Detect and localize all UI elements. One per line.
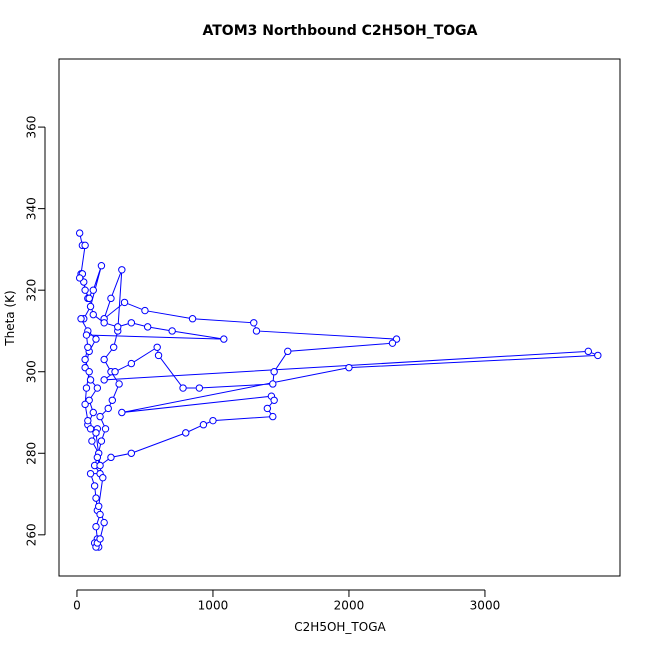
data-point — [93, 453, 102, 462]
data-point — [81, 355, 89, 364]
data-point — [92, 522, 100, 531]
x-tick-label: 0 — [73, 599, 81, 613]
data-point — [111, 368, 119, 376]
data-point — [154, 351, 163, 360]
data-point — [89, 286, 97, 294]
data-point — [97, 262, 106, 270]
data-point — [388, 339, 397, 347]
data-point — [88, 437, 96, 445]
data-point — [250, 319, 258, 327]
data-point — [270, 396, 278, 404]
data-point — [95, 502, 103, 510]
y-tick-label: 300 — [25, 360, 39, 383]
data-point — [118, 408, 126, 417]
data-point — [77, 315, 85, 323]
data-point — [220, 335, 228, 343]
data-point — [90, 482, 99, 490]
data-point — [284, 347, 292, 356]
data-point — [96, 412, 104, 421]
data-point — [109, 343, 118, 351]
data-point — [100, 518, 108, 527]
data-point — [99, 474, 107, 482]
data-point — [92, 494, 100, 502]
data-point — [107, 453, 115, 462]
y-axis-label: Theta (K) — [3, 290, 17, 346]
y-tick-label: 280 — [25, 442, 39, 465]
data-point — [120, 298, 129, 307]
plot-frame — [58, 58, 621, 577]
data-point — [86, 425, 95, 433]
data-point — [127, 319, 136, 327]
data-point — [108, 396, 117, 404]
data-point — [100, 355, 108, 364]
y-tick-label: 260 — [25, 523, 39, 546]
data-point — [269, 412, 277, 421]
data-point — [85, 294, 93, 303]
data-point — [84, 343, 92, 351]
data-point — [82, 384, 91, 392]
data-point — [127, 449, 136, 457]
x-axis-label: C2H5OH_TOGA — [294, 620, 386, 634]
data-point — [584, 347, 593, 356]
data-point — [100, 376, 108, 384]
data-point — [86, 469, 95, 478]
data-point — [168, 327, 176, 335]
data-point — [594, 351, 602, 360]
data-point — [141, 306, 149, 315]
data-point — [81, 286, 89, 294]
data-point — [263, 404, 272, 413]
data-point — [75, 274, 84, 282]
data-point — [127, 359, 136, 368]
data-point — [252, 327, 261, 335]
x-tick-label: 2000 — [334, 599, 365, 613]
data-point — [114, 323, 122, 331]
data-point — [118, 266, 126, 274]
data-point — [75, 229, 84, 237]
data-point — [89, 310, 97, 319]
x-tick-label: 1000 — [198, 599, 229, 613]
data-point — [195, 384, 204, 392]
data-point — [93, 384, 102, 392]
data-point — [143, 323, 152, 331]
data-point — [86, 376, 95, 384]
data-point — [101, 425, 110, 433]
data-point — [96, 510, 104, 519]
data-point — [97, 437, 106, 445]
data-point — [92, 429, 100, 437]
data-point — [115, 380, 123, 388]
data-point — [81, 400, 89, 409]
data-point — [96, 461, 104, 470]
x-tick-label: 3000 — [470, 599, 501, 613]
data-point — [345, 363, 353, 372]
data-point — [82, 331, 91, 339]
data-point — [188, 315, 197, 323]
data-point — [81, 241, 89, 250]
data-point — [199, 421, 208, 429]
data-point — [107, 294, 115, 303]
data-point — [84, 416, 92, 425]
data-point — [209, 416, 217, 425]
data-point — [104, 404, 112, 413]
data-point — [89, 408, 97, 417]
data-point — [85, 368, 93, 376]
data-point — [182, 429, 190, 437]
chart-title: ATOM3 Northbound C2H5OH_TOGA — [203, 23, 478, 39]
data-point — [100, 319, 108, 327]
data-point — [96, 535, 104, 543]
data-point — [153, 343, 161, 351]
y-tick-label: 340 — [25, 197, 39, 220]
data-point — [270, 368, 278, 376]
data-point — [269, 380, 277, 388]
data-point — [86, 302, 95, 311]
y-tick-label: 320 — [25, 279, 39, 302]
y-tick-label: 360 — [25, 116, 39, 139]
data-point — [92, 335, 100, 343]
data-point — [179, 384, 187, 392]
